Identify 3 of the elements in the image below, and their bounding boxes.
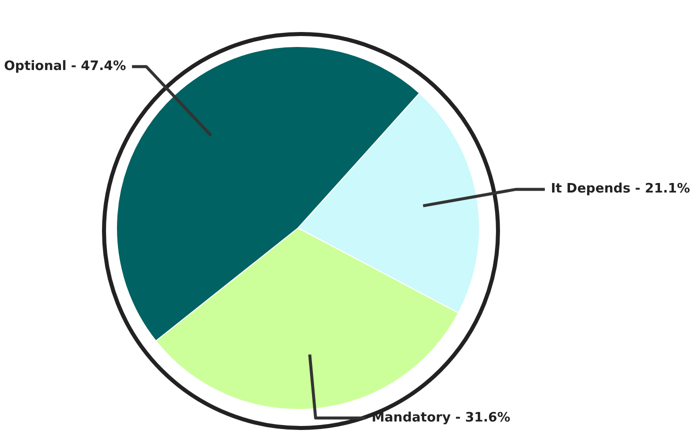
- slice-label: Mandatory - 31.6%: [372, 410, 510, 426]
- slice-label: It Depends - 21.1%: [550, 182, 690, 197]
- slice-label: Optional - 47.4%: [4, 59, 126, 74]
